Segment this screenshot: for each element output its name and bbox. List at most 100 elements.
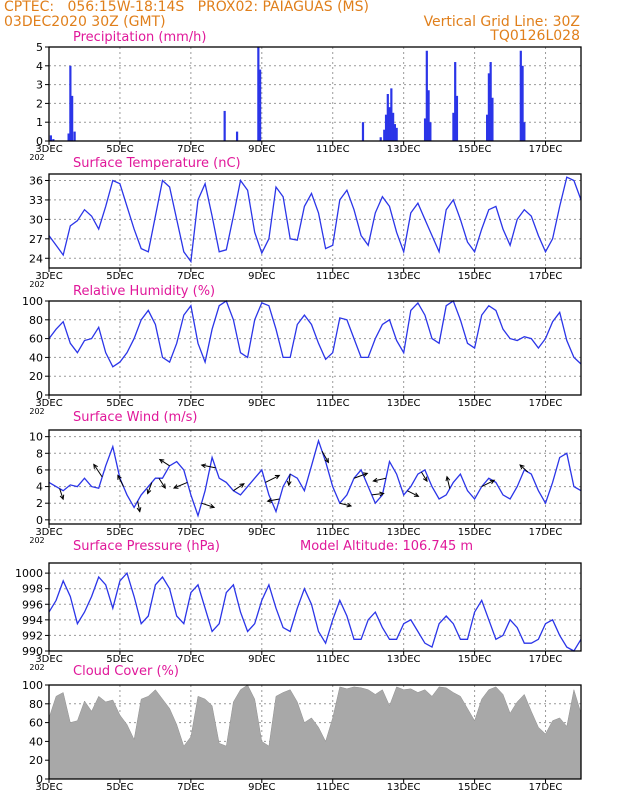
- wind-vector-head: [136, 507, 142, 513]
- wind-vector-head: [379, 491, 385, 497]
- precip-bar: [425, 50, 428, 142]
- wind-vector: [481, 479, 496, 488]
- x-tick-label: 5DEC: [106, 654, 133, 665]
- y-tick-label: 998: [22, 583, 43, 596]
- y-tick-label: 3: [36, 79, 43, 92]
- wind-vector-shaft: [173, 481, 188, 489]
- x-tick-label: 7DEC: [177, 398, 204, 409]
- panel-frame: [48, 300, 582, 396]
- x-tick-label: 15DEC: [458, 271, 492, 282]
- wind-vector: [265, 474, 281, 483]
- x-tick-label: 13DEC: [387, 782, 421, 793]
- wind-vector-shaft: [321, 450, 329, 463]
- wind-vector-head: [519, 464, 525, 470]
- cloud-title: Cloud Cover (%): [73, 664, 179, 679]
- wind-vector-head: [209, 503, 216, 509]
- y-tick-label: 27: [29, 233, 43, 246]
- y-tick-label: 33: [29, 194, 43, 207]
- precip-bar: [235, 131, 239, 141]
- precip-bar: [452, 112, 455, 141]
- y-tick-label: 100: [22, 679, 43, 692]
- wind-vector-shaft: [339, 502, 352, 507]
- wind-vector: [321, 450, 329, 464]
- x-tick-label: 15DEC: [458, 782, 492, 793]
- x-tick-label: 17DEC: [529, 398, 563, 409]
- wind-vector: [158, 458, 170, 467]
- precip-bar: [521, 65, 524, 141]
- wind-vector: [146, 482, 153, 495]
- header-run-id: TQ0126L028: [490, 28, 580, 44]
- x-tick-label: 7DEC: [177, 782, 204, 793]
- x-year-fragment: 202: [29, 536, 44, 545]
- x-tick-label: 5DEC: [106, 782, 133, 793]
- wind-vector: [339, 502, 353, 508]
- x-tick-label: 11DEC: [316, 398, 350, 409]
- precip-bar: [455, 95, 459, 141]
- precip-bar: [259, 69, 262, 141]
- y-tick-label: 20: [29, 370, 43, 383]
- y-tick-label: 2: [36, 497, 43, 510]
- wind-vector-shaft: [371, 492, 384, 496]
- wind-vector-shaft: [117, 475, 124, 487]
- x-tick-label: 9DEC: [248, 271, 275, 282]
- wind-vector-shaft: [420, 471, 428, 482]
- wind-vector: [136, 501, 142, 513]
- x-tick-label: 15DEC: [458, 654, 492, 665]
- wind-vector-head: [346, 502, 353, 508]
- precip-bar: [491, 97, 494, 141]
- precip-bar: [361, 122, 365, 141]
- precip-bar: [384, 114, 388, 141]
- wind-vector: [233, 483, 245, 492]
- precip-bar: [379, 137, 382, 141]
- y-tick-label: 990: [22, 645, 43, 658]
- wind-vector-head: [117, 474, 122, 480]
- wind-vector: [266, 498, 280, 503]
- wind-vector-shaft: [481, 479, 495, 488]
- wind-vector-shaft: [373, 477, 387, 482]
- header-line1: CPTEC: 056:15W-18:14S PROX02: PAIAGUAS (…: [4, 0, 369, 15]
- wind-vector-shaft: [201, 502, 215, 508]
- wind-vector-shaft: [267, 498, 280, 502]
- precip-bar: [454, 62, 457, 141]
- y-tick-label: 24: [29, 252, 43, 265]
- y-tick-label: 992: [22, 629, 43, 642]
- precip-bar: [388, 107, 391, 141]
- x-tick-label: 7DEC: [177, 527, 204, 538]
- pres-series-line: [48, 571, 582, 652]
- wind-vector: [445, 475, 451, 489]
- header-grid-line: Vertical Grid Line: 30Z: [423, 14, 580, 30]
- temp-series-line: [48, 176, 582, 264]
- y-tick-label: 0: [36, 773, 43, 786]
- wind-vector-head: [172, 484, 179, 489]
- wind-vector: [172, 481, 188, 489]
- wind-vector: [420, 471, 428, 483]
- panel-frame: [48, 684, 582, 780]
- x-tick-label: 13DEC: [387, 527, 421, 538]
- panel-cloud: 0 20 40 60 80 100 3DEC 5DEC 7DEC 9DEC 11DEC 13DEC 15…: [22, 664, 582, 793]
- y-tick-label: 0: [36, 389, 43, 402]
- wind-vector-head: [445, 475, 451, 482]
- wind-vector-head: [158, 458, 165, 464]
- x-tick-label: 7DEC: [177, 271, 204, 282]
- wind-vector-head: [266, 498, 273, 503]
- precip-bar: [69, 65, 72, 141]
- precip-bar: [223, 110, 226, 141]
- wind-vector: [117, 474, 124, 487]
- precip-bar: [489, 62, 492, 141]
- wind-vector: [372, 477, 387, 483]
- y-tick-label: 10: [29, 431, 43, 444]
- x-tick-label: 13DEC: [387, 654, 421, 665]
- x-tick-label: 17DEC: [529, 271, 563, 282]
- precip-bar: [71, 95, 74, 141]
- wind-vector-head: [146, 489, 152, 495]
- wind-vector-shaft: [446, 476, 451, 489]
- wind-vector: [286, 474, 292, 487]
- wind-title: Surface Wind (m/s): [73, 410, 197, 425]
- x-tick-label: 3DEC: [35, 527, 62, 538]
- wind-vector-head: [200, 463, 207, 469]
- x-tick-label: 17DEC: [529, 527, 563, 538]
- wind-vector-head: [239, 483, 245, 488]
- x-year-fragment: 202: [29, 153, 44, 162]
- wind-series-line: [48, 438, 582, 518]
- precip-bar: [49, 135, 52, 141]
